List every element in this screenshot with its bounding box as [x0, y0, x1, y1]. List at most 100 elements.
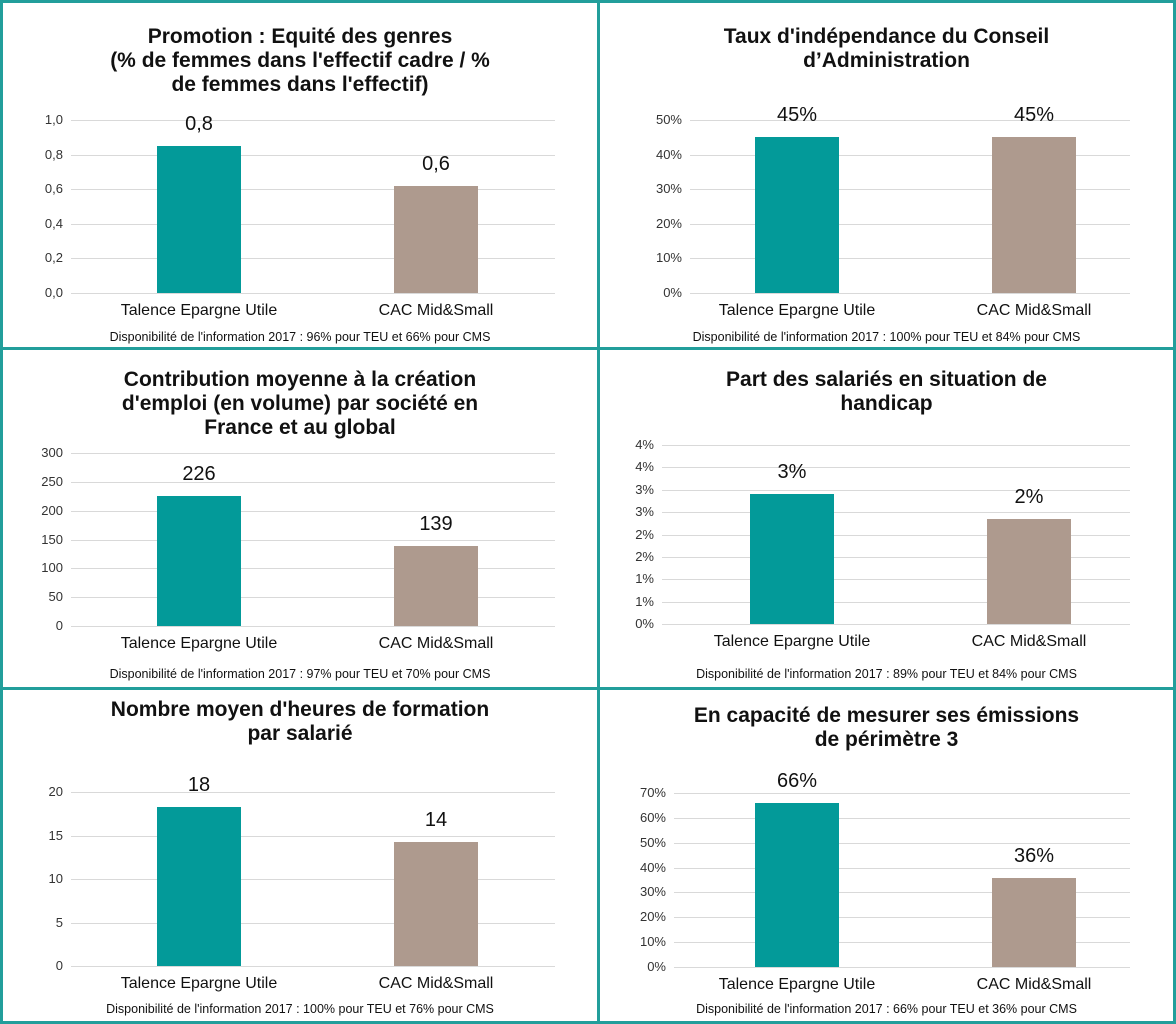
x-category-label: CAC Mid&Small	[976, 976, 1092, 993]
y-tick-label: 10%	[655, 250, 682, 265]
chart-panel-1: Promotion : Equité des genres (% de femme…	[3, 3, 597, 347]
chart-title-line: Nombre moyen d'heures de formation	[110, 698, 490, 721]
gridline	[71, 453, 555, 454]
x-category-label: Talence Epargne Utile	[120, 302, 278, 319]
gridline	[71, 879, 555, 880]
data-label: 18	[187, 774, 211, 796]
bar-teu	[755, 803, 839, 967]
chart-title-line: Taux d'indépendance du Conseil	[723, 25, 1050, 48]
y-tick-label: 0	[55, 618, 63, 633]
bar-cms	[394, 546, 478, 626]
y-tick-label: 1,0	[44, 112, 63, 127]
chart-title: Part des salariés en situation de handica…	[600, 368, 1173, 416]
gridline	[71, 568, 555, 569]
y-tick-label: 1%	[635, 571, 654, 586]
y-tick-label: 20	[48, 784, 63, 799]
bar-teu	[750, 494, 834, 624]
y-tick-label: 300	[41, 445, 63, 460]
x-category-label: CAC Mid&Small	[378, 975, 494, 992]
chart-panel-3: Contribution moyenne à la création d'empl…	[3, 350, 597, 687]
y-tick-label: 2%	[635, 527, 654, 542]
bar-cms	[987, 519, 1071, 624]
availability-note: Disponibilité de l'information 2017 : 10…	[692, 330, 1081, 344]
gridline	[662, 624, 1130, 625]
x-category-label: Talence Epargne Utile	[718, 976, 876, 993]
chart-panel-5: Nombre moyen d'heures de formation par sa…	[3, 690, 597, 1024]
chart-title-line: (% de femmes dans l'effectif cadre / %	[110, 49, 490, 72]
y-tick-label: 0,4	[44, 216, 63, 231]
chart-panel-4: Part des salariés en situation de handica…	[600, 350, 1173, 687]
data-label: 0,6	[422, 153, 450, 175]
chart-panel-2: Taux d'indépendance du Conseil d’Administ…	[600, 3, 1173, 347]
gridline	[662, 490, 1130, 491]
data-label: 3%	[777, 461, 807, 483]
x-category-label: Talence Epargne Utile	[713, 633, 871, 650]
y-tick-label: 40%	[655, 147, 682, 162]
y-tick-label: 0%	[635, 616, 654, 631]
y-tick-label: 50%	[639, 835, 666, 850]
gridline	[71, 155, 555, 156]
y-tick-label: 0,6	[44, 181, 63, 196]
gridline	[71, 966, 555, 967]
chart-title-line: En capacité de mesurer ses émissions	[693, 704, 1080, 727]
y-tick-label: 0%	[647, 959, 666, 974]
bar-cms	[394, 186, 478, 293]
x-category-label: CAC Mid&Small	[976, 302, 1092, 319]
gridline	[71, 923, 555, 924]
y-tick-label: 5	[55, 915, 63, 930]
gridline	[71, 511, 555, 512]
y-tick-label: 40%	[639, 860, 666, 875]
y-tick-label: 20%	[639, 909, 666, 924]
gridline	[690, 293, 1130, 294]
gridline	[71, 120, 555, 121]
horizontal-divider-1	[0, 347, 1176, 350]
gridline	[662, 579, 1130, 580]
y-tick-label: 10	[48, 871, 63, 886]
gridline	[71, 597, 555, 598]
gridline	[71, 482, 555, 483]
chart-title-line: Part des salariés en situation de	[726, 368, 1047, 391]
data-label: 139	[419, 513, 453, 535]
chart-title-line: Contribution moyenne à la création	[123, 368, 477, 391]
y-tick-label: 20%	[655, 216, 682, 231]
gridline	[662, 602, 1130, 603]
y-tick-label: 15	[48, 828, 63, 843]
y-tick-label: 50%	[655, 112, 682, 127]
y-tick-label: 3%	[635, 504, 654, 519]
y-tick-label: 0,2	[44, 250, 63, 265]
gridline	[71, 293, 555, 294]
availability-note: Disponibilité de l'information 2017 : 96…	[109, 330, 491, 344]
chart-title-line: d'emploi (en volume) par société en	[121, 392, 479, 415]
gridline	[690, 189, 1130, 190]
gridline	[71, 258, 555, 259]
bar-cms	[394, 842, 478, 966]
availability-note: Disponibilité de l'information 2017 : 10…	[106, 1002, 494, 1016]
y-tick-label: 1%	[635, 594, 654, 609]
gridline	[71, 540, 555, 541]
x-category-label: Talence Epargne Utile	[120, 975, 278, 992]
chart-title: Taux d'indépendance du Conseil d’Administ…	[600, 25, 1173, 73]
data-label: 226	[182, 463, 216, 485]
x-category-label: CAC Mid&Small	[378, 302, 494, 319]
gridline	[71, 224, 555, 225]
gridline	[674, 843, 1130, 844]
y-tick-label: 250	[41, 474, 63, 489]
gridline	[690, 155, 1130, 156]
y-tick-label: 60%	[639, 810, 666, 825]
y-tick-label: 150	[41, 532, 63, 547]
gridline	[690, 120, 1130, 121]
y-tick-label: 30%	[639, 884, 666, 899]
availability-note: Disponibilité de l'information 2017 : 97…	[109, 667, 491, 681]
x-category-label: CAC Mid&Small	[971, 633, 1087, 650]
y-tick-label: 3%	[635, 482, 654, 497]
y-tick-label: 50	[48, 589, 63, 604]
gridline	[674, 868, 1130, 869]
bar-teu	[157, 807, 241, 966]
data-label: 45%	[776, 104, 818, 126]
y-tick-label: 4%	[635, 437, 654, 452]
gridline	[674, 818, 1130, 819]
gridline	[662, 535, 1130, 536]
gridline	[674, 967, 1130, 968]
data-label: 14	[424, 809, 448, 831]
y-tick-label: 200	[41, 503, 63, 518]
